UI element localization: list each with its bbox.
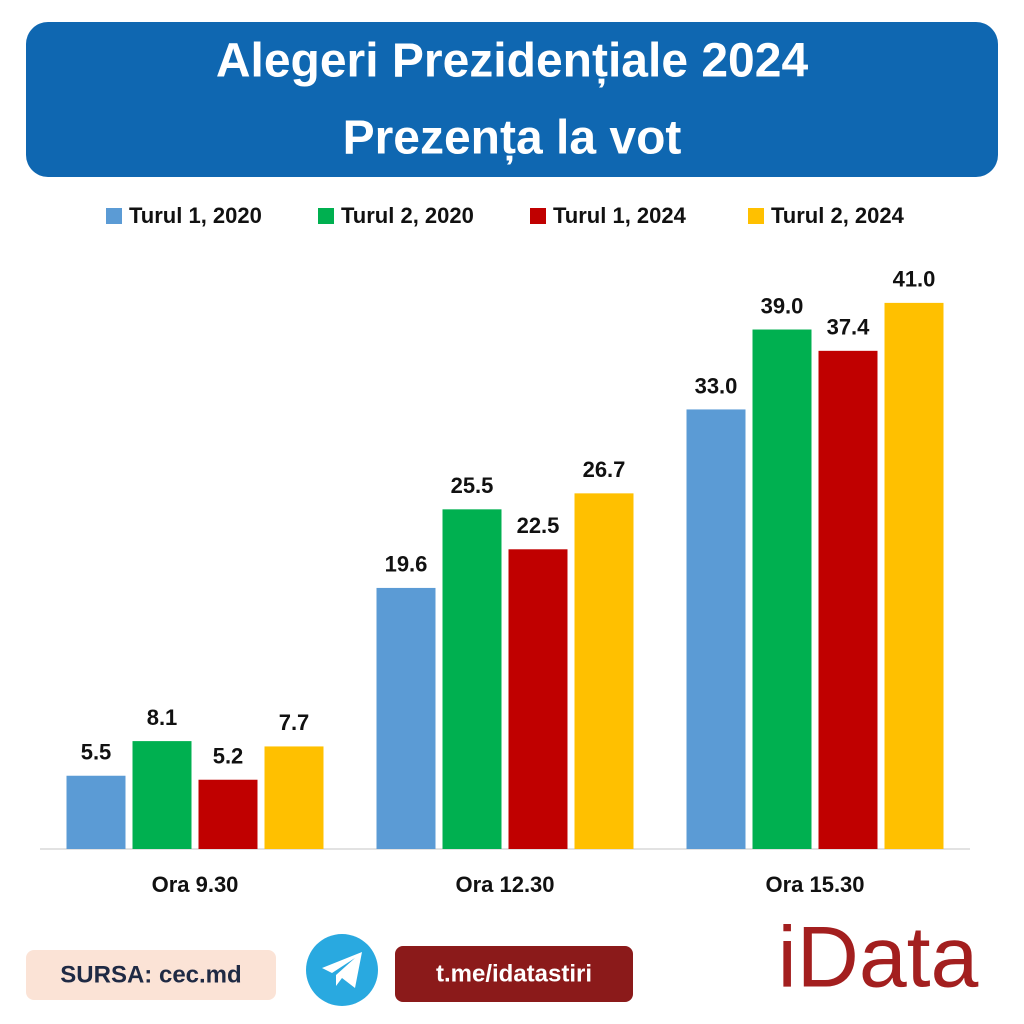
- chart-title: Alegeri Prezidențiale 2024: [216, 35, 809, 88]
- bar: [686, 409, 746, 849]
- legend-label: Turul 1, 2024: [553, 203, 687, 228]
- bar: [508, 549, 568, 849]
- chart-subtitle: Prezența la vot: [343, 112, 682, 165]
- value-label: 41.0: [893, 267, 936, 292]
- value-label: 25.5: [451, 473, 494, 498]
- value-label: 8.1: [147, 705, 178, 730]
- legend-label: Turul 1, 2020: [129, 203, 262, 228]
- value-label: 37.4: [827, 315, 871, 340]
- value-label: 39.0: [761, 293, 804, 318]
- x-tick-label: Ora 12.30: [455, 872, 554, 897]
- value-label: 5.5: [81, 740, 112, 765]
- legend-swatch: [106, 208, 122, 224]
- bar: [574, 493, 634, 849]
- x-tick-label: Ora 9.30: [152, 872, 239, 897]
- bar: [442, 509, 502, 849]
- legend-label: Turul 2, 2020: [341, 203, 474, 228]
- link-box[interactable]: [395, 946, 633, 1002]
- value-label: 26.7: [583, 457, 626, 482]
- source: SURSA: cec.md: [60, 961, 241, 988]
- value-label: 22.5: [517, 513, 560, 538]
- bar: [376, 587, 436, 849]
- x-tick-label: Ora 15.30: [765, 872, 864, 897]
- source-box: [26, 950, 276, 1000]
- legend-swatch: [318, 208, 334, 224]
- bar: [818, 350, 878, 849]
- legend-label: Turul 2, 2024: [771, 203, 905, 228]
- bar: [198, 779, 258, 849]
- value-label: 19.6: [385, 552, 428, 577]
- bar: [132, 741, 192, 849]
- value-label: 7.7: [279, 710, 310, 735]
- link[interactable]: t.me/idatastiri: [436, 960, 592, 987]
- bar: [264, 746, 324, 849]
- legend-swatch: [530, 208, 546, 224]
- telegram-plane: [322, 952, 362, 988]
- value-label: 5.2: [213, 744, 244, 769]
- bar: [66, 775, 126, 849]
- value-label: 33.0: [695, 373, 738, 398]
- bar: [884, 302, 944, 849]
- legend-swatch: [748, 208, 764, 224]
- bar: [752, 329, 812, 849]
- brand: iData: [778, 910, 979, 1006]
- title-banner: [26, 22, 998, 177]
